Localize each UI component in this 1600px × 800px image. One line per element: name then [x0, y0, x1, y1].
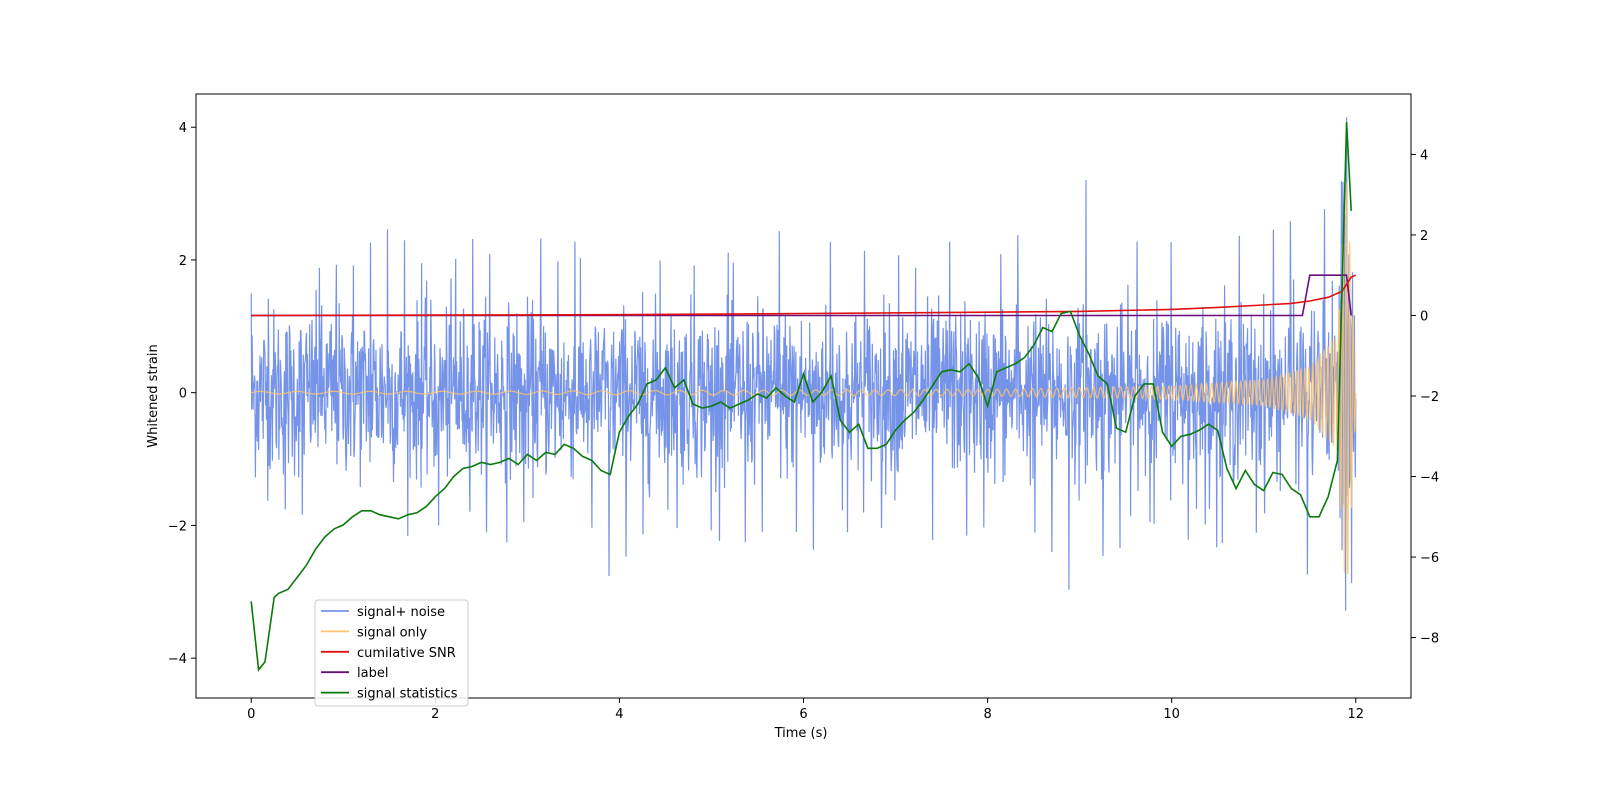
y-axis-title: Whitened strain: [146, 344, 161, 447]
legend-label: signal only: [357, 625, 427, 640]
legend-label: signal statistics: [357, 687, 458, 702]
y-tick-label: −2: [168, 519, 187, 534]
legend-label: label: [357, 666, 388, 681]
series-signal-only: [251, 182, 1357, 575]
y-tick-label: 4: [179, 121, 187, 136]
series-layer: [250, 117, 1357, 672]
x-axis: 0 2 4 6 8 10 12: [247, 698, 1364, 722]
y2-tick-label: 4: [1420, 148, 1428, 163]
x-tick-label: 8: [983, 707, 991, 722]
x-tick-label: 2: [431, 707, 439, 722]
series-signal-statistics: [250, 122, 1352, 672]
legend-box: [314, 599, 469, 707]
legend: signal+ noise signal only cumilative SNR la…: [314, 599, 469, 707]
legend-label: signal+ noise: [357, 605, 445, 620]
series-cumulative-snr: [251, 274, 1357, 317]
y2-tick-label: −6: [1420, 551, 1439, 566]
x-tick-label: 10: [1163, 707, 1180, 722]
x-tick-label: 6: [799, 707, 807, 722]
y-tick-label: 0: [179, 387, 187, 402]
y-axis-left: −4 −2 0 2 4: [168, 121, 196, 667]
y2-tick-label: −4: [1420, 471, 1439, 486]
y-tick-label: 2: [179, 254, 187, 269]
y2-tick-label: −8: [1420, 632, 1439, 647]
x-axis-title: Time (s): [774, 726, 828, 741]
x-tick-label: 12: [1347, 707, 1364, 722]
x-tick-label: 4: [615, 707, 623, 722]
y-tick-label: −4: [168, 652, 187, 667]
y2-tick-label: 0: [1420, 309, 1428, 324]
x-tick-label: 0: [247, 707, 255, 722]
y-axis-right: −8 −6 −4 −2 0 2 4: [1411, 148, 1439, 647]
series-signal-noise: [250, 117, 1357, 611]
y2-tick-label: 2: [1420, 229, 1428, 244]
series-label: [251, 274, 1352, 317]
legend-label: cumilative SNR: [357, 646, 456, 661]
y2-tick-label: −2: [1420, 390, 1439, 405]
